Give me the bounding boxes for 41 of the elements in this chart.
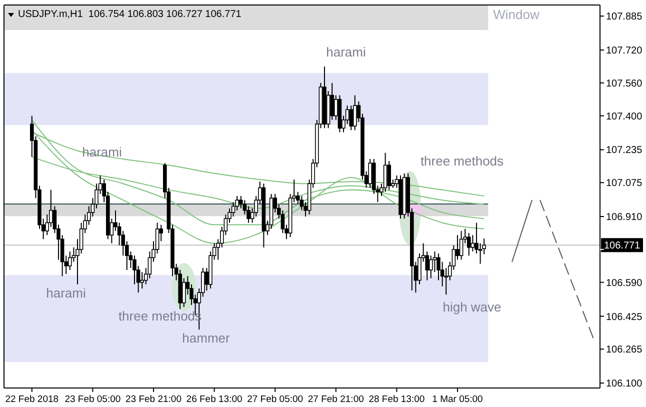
candlestick bbox=[387, 160, 391, 190]
x-tick-label: 27 Feb 05:00 bbox=[247, 394, 304, 405]
annotation: hammer bbox=[182, 330, 231, 346]
y-tick-label: 106.100 bbox=[606, 378, 643, 390]
y-tick-label: 107.885 bbox=[606, 12, 643, 23]
band-label: Window bbox=[493, 7, 540, 22]
candlestick bbox=[349, 105, 353, 131]
candlestick bbox=[429, 255, 433, 279]
annotation: harami bbox=[46, 286, 86, 301]
x-tick-label: 26 Feb 13:00 bbox=[186, 394, 242, 405]
candlestick bbox=[140, 272, 144, 289]
x-tick-label: 23 Feb 21:00 bbox=[126, 394, 182, 405]
candlestick bbox=[383, 152, 388, 192]
y-tick-label: 106.425 bbox=[606, 312, 643, 323]
y-tick-label: 107.400 bbox=[606, 111, 643, 122]
candlestick bbox=[368, 158, 372, 188]
y-tick-label: 107.235 bbox=[606, 145, 643, 156]
candlestick bbox=[68, 250, 72, 270]
y-tick-label: 107.560 bbox=[606, 78, 643, 90]
x-tick-label: 22 Feb 2018 bbox=[5, 394, 59, 405]
annotation: three methods bbox=[420, 154, 504, 169]
x-tick-label: 23 Feb 05:00 bbox=[64, 394, 121, 405]
candlestick bbox=[459, 230, 464, 260]
y-tick-label: 106.910 bbox=[606, 212, 643, 224]
x-tick-label: 1 Mar 05:00 bbox=[432, 394, 483, 405]
candlestick bbox=[353, 94, 357, 131]
y-tick-label: 107.720 bbox=[606, 46, 643, 57]
chart-title: USDJPY.m,H1 106.754 106.803 106.727 106.771 bbox=[18, 9, 242, 20]
y-tick-label: 107.075 bbox=[606, 178, 643, 190]
y-tick-label: 106.265 bbox=[606, 344, 643, 356]
x-tick-label: 27 Feb 21:00 bbox=[308, 394, 364, 405]
annotation: harami bbox=[326, 44, 366, 60]
x-tick-label: 28 Feb 13:00 bbox=[368, 394, 425, 405]
y-tick-label: 106.590 bbox=[606, 278, 643, 289]
annotation: high wave bbox=[442, 300, 502, 315]
annotation: harami bbox=[82, 144, 122, 160]
candlestick bbox=[182, 278, 186, 308]
candlestick bbox=[470, 234, 475, 252]
ref-line-label: 106.771 bbox=[604, 240, 641, 252]
candlestick bbox=[330, 82, 334, 120]
candlestick bbox=[467, 232, 471, 256]
